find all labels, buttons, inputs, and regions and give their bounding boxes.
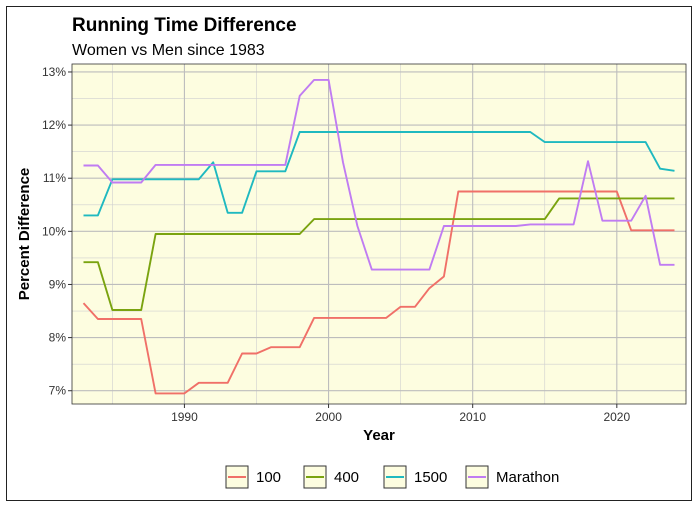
chart-frame — [6, 6, 692, 501]
x-tick-label: 1990 — [171, 410, 198, 424]
y-tick-label: 13% — [42, 65, 66, 79]
series-line-100 — [82, 190, 675, 395]
y-tick-label: 10% — [42, 224, 66, 238]
y-tick-label: 8% — [49, 331, 67, 345]
series-line-400 — [83, 197, 675, 311]
chart-subtitle: Women vs Men since 1983 — [72, 42, 265, 59]
x-tick-label: 2020 — [603, 410, 630, 424]
y-axis-ticks: 7% 8% 9% 10% 11% 12% 13% — [42, 65, 72, 398]
legend: 100 400 1500 Marathon — [225, 465, 559, 489]
x-tick-label: 2010 — [459, 410, 486, 424]
x-axis-ticks: 1990 2000 2010 2020 — [171, 404, 630, 424]
x-tick-label: 2000 — [315, 410, 342, 424]
y-axis-title: Percent Difference — [16, 168, 33, 301]
legend-label-100: 100 — [256, 469, 281, 486]
legend-label-400: 400 — [334, 469, 359, 486]
legend-label-1500: 1500 — [414, 469, 447, 486]
y-tick-label: 9% — [49, 277, 67, 291]
plot-panel-border — [71, 63, 687, 405]
y-tick-label: 12% — [42, 118, 66, 132]
series-line-1500 — [83, 131, 675, 217]
legend-label-marathon: Marathon — [496, 469, 559, 486]
chart-title: Running Time Difference — [72, 15, 297, 36]
y-tick-label: 11% — [43, 171, 66, 185]
y-tick-label: 7% — [49, 384, 67, 398]
x-axis-title: Year — [363, 427, 395, 444]
series-line-marathon — [83, 78, 675, 271]
series-lines — [82, 78, 675, 395]
gridlines — [72, 64, 686, 404]
